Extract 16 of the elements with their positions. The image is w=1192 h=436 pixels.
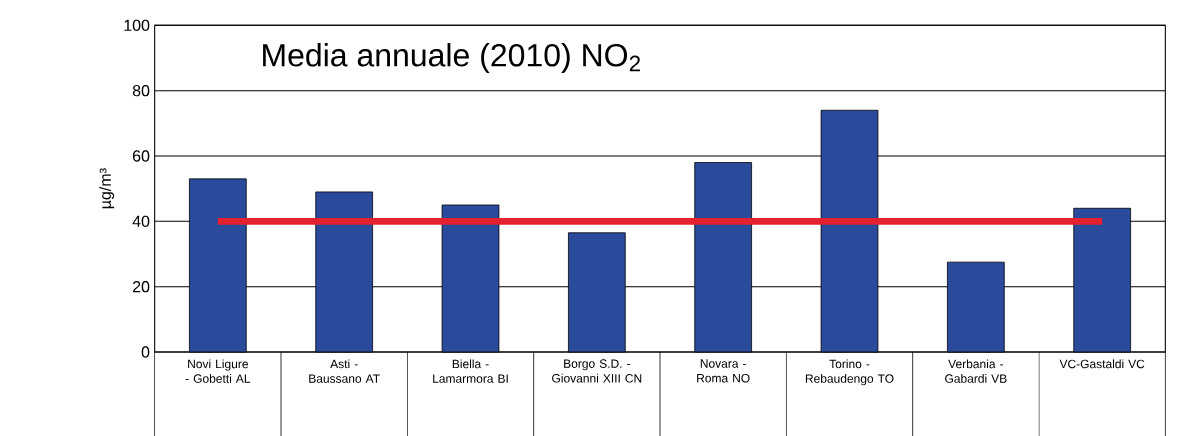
y-tick-label: 40: [132, 215, 150, 227]
x-tick-label: Verbania - Gabardi VB: [945, 359, 1007, 383]
y-tick-label: 80: [132, 85, 150, 97]
text: Media annuale (2010) NO$_{2}$: [263, 43, 640, 73]
x-tick-label: Novara - Roma NO: [697, 359, 750, 383]
y-axis-title: µg/m³: [99, 168, 115, 209]
x-tick-label: Torino - Rebaudengo TO: [805, 359, 894, 386]
y-tick-label: 20: [132, 281, 150, 293]
x-tick-label: Borgo S.D. - Giovanni XIII CN: [552, 359, 642, 383]
y-tick-label: 0: [141, 346, 150, 358]
x-tick-label: Biella - Lamarmora BI: [433, 359, 508, 383]
x-tick-label: Asti - Baussano AT: [309, 359, 380, 383]
y-tick-label: 60: [132, 150, 150, 162]
x-tick-label: Novi Ligure - Gobetti AL: [185, 359, 251, 383]
y-tick-label: 100: [124, 19, 150, 31]
x-tick-label: VC-Gastaldi VC: [1059, 359, 1145, 369]
